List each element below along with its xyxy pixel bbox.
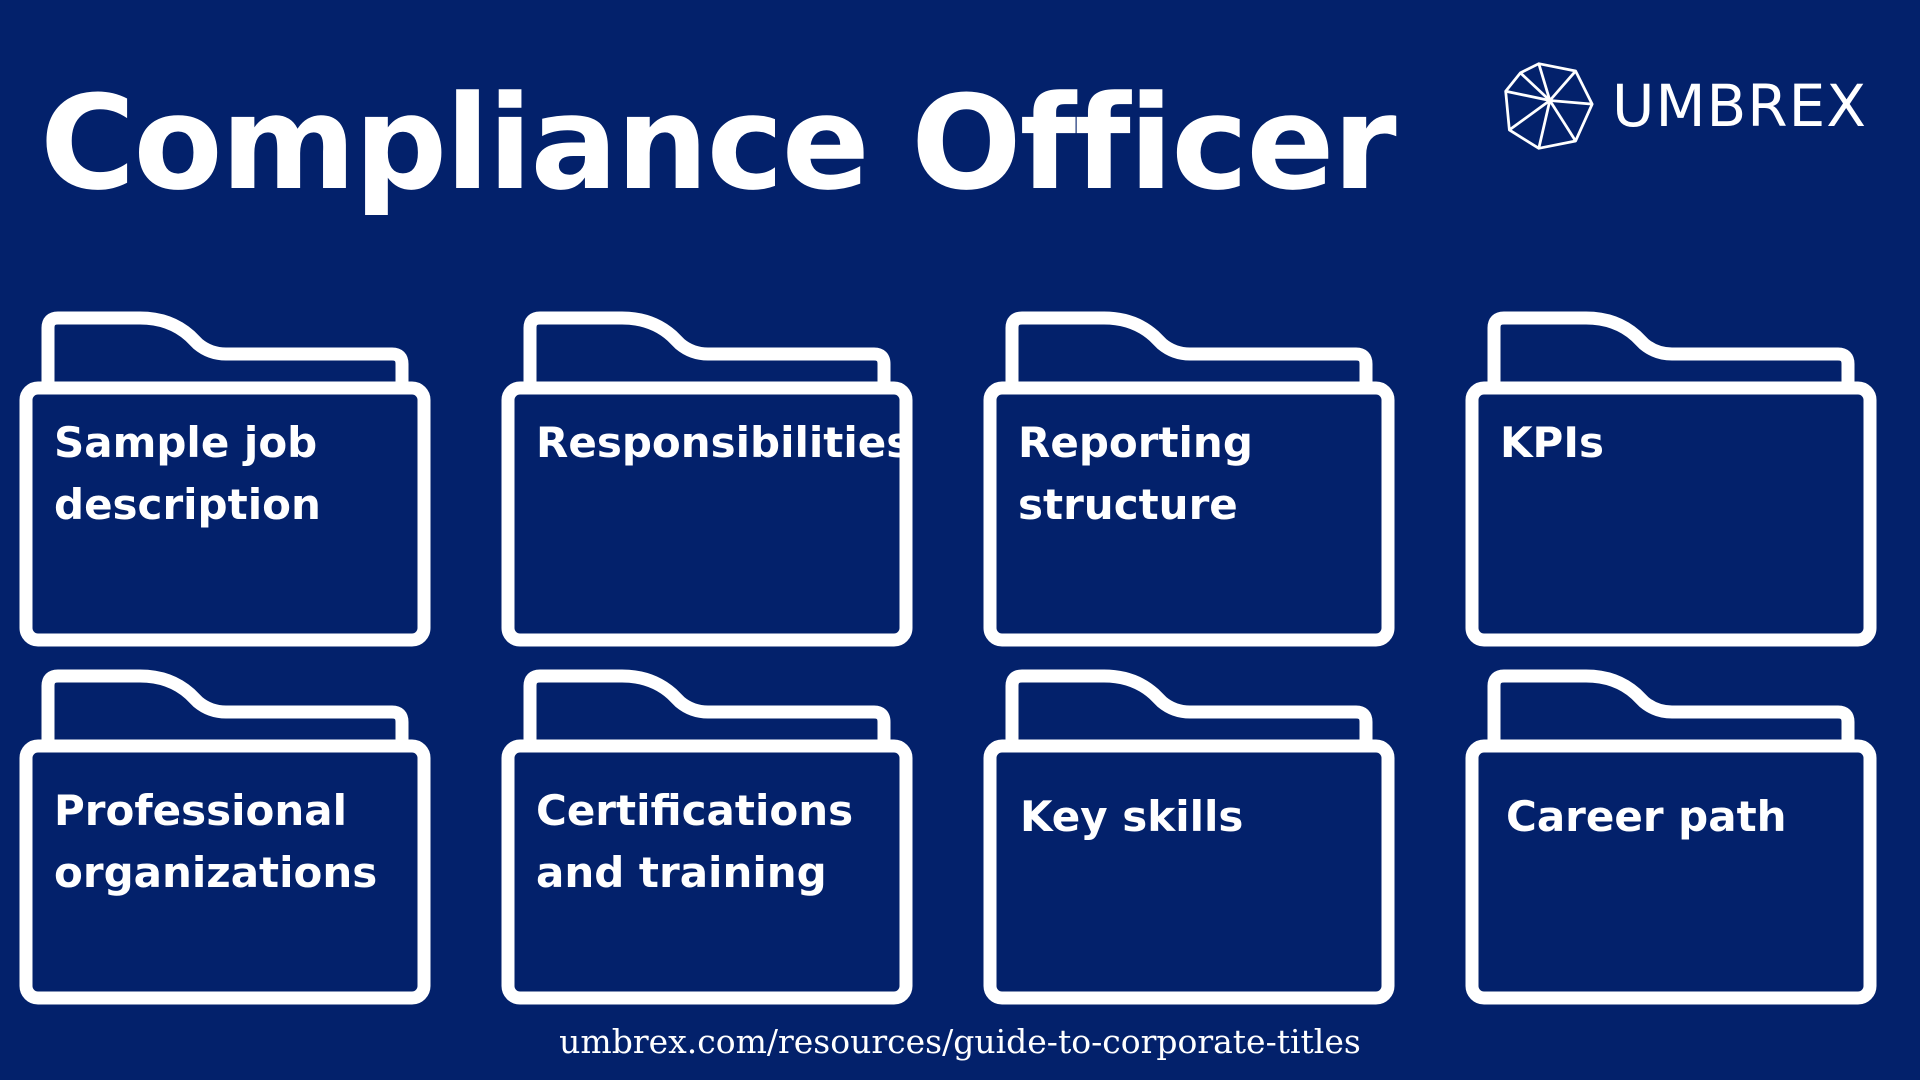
folder-label: Key skills [1020, 792, 1244, 841]
folder-label: Reporting structure [1018, 418, 1253, 529]
geodesic-polygon-logo-icon [1504, 62, 1594, 150]
folder-label: Responsibilities [536, 418, 912, 467]
folder-icon [501, 669, 913, 1005]
folder-career-path[interactable]: Career path [1465, 669, 1877, 1005]
folder-icon [983, 311, 1395, 647]
page-title: Compliance Officer [40, 67, 1397, 219]
folder-sample-job-description[interactable]: Sample job description [19, 311, 431, 647]
folder-label: KPIs [1500, 418, 1604, 467]
folder-icon [19, 669, 431, 1005]
folder-reporting-structure[interactable]: Reporting structure [983, 311, 1395, 647]
folder-label: Professional organizations [54, 786, 378, 897]
folder-responsibilities[interactable]: Responsibilities [501, 311, 913, 647]
folder-professional-organizations[interactable]: Professional organizations [19, 669, 431, 1005]
folder-icon [1465, 669, 1877, 1005]
footer-url-link[interactable]: umbrex.com/resources/guide-to-corporate-… [559, 1022, 1361, 1061]
folder-label: Sample job description [54, 418, 321, 529]
folder-icon [1465, 311, 1877, 647]
brand-name: UMBREX [1612, 72, 1867, 140]
folder-icon [983, 669, 1395, 1005]
folder-label: Certifications and training [536, 786, 854, 897]
brand-logo[interactable]: UMBREX [1502, 58, 1867, 154]
folder-certifications-and-training[interactable]: Certifications and training [501, 669, 913, 1005]
folder-icon [501, 311, 913, 647]
folder-kpis[interactable]: KPIs [1465, 311, 1877, 647]
folder-label: Career path [1506, 792, 1787, 841]
folder-key-skills[interactable]: Key skills [983, 669, 1395, 1005]
folder-icon [19, 311, 431, 647]
